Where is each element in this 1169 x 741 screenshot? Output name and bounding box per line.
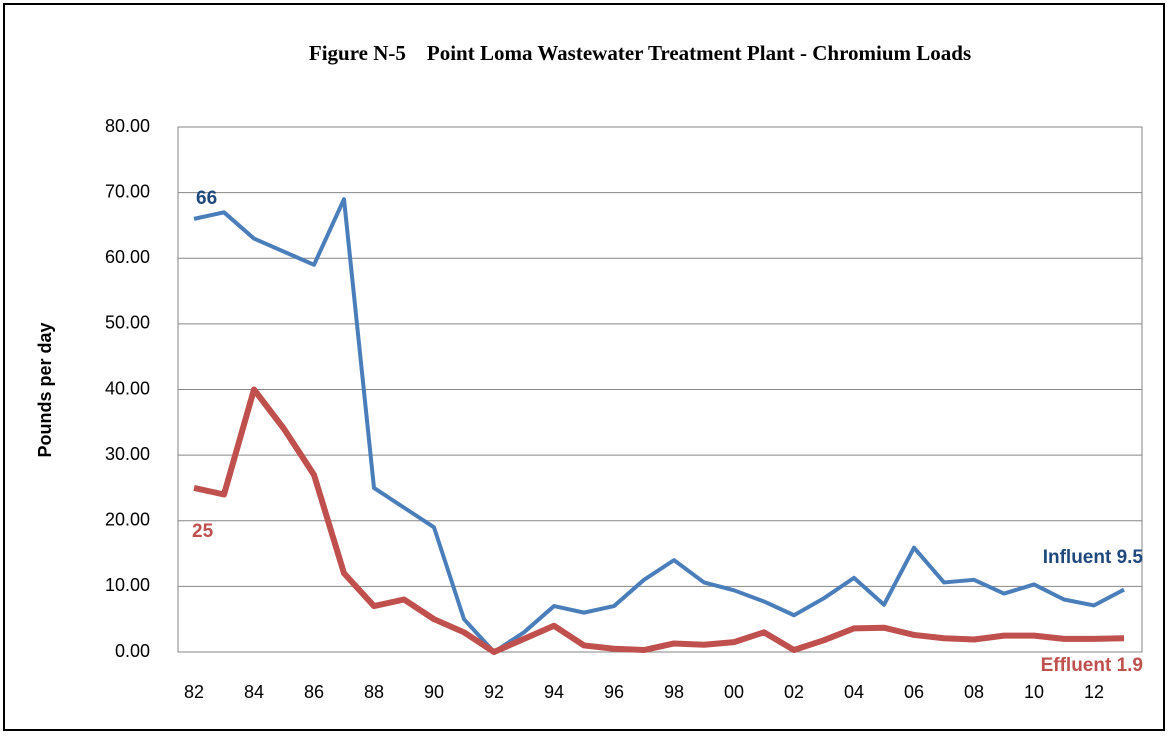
y-tick-label: 20.00 xyxy=(105,510,150,530)
x-tick-label: 94 xyxy=(544,682,564,702)
y-tick-label: 0.00 xyxy=(115,641,150,661)
annotation: 66 xyxy=(196,188,217,209)
annotation: Influent 9.5 xyxy=(1043,547,1144,568)
line-series xyxy=(193,197,1125,654)
x-tick-label: 02 xyxy=(784,682,804,702)
y-tick-label: 40.00 xyxy=(105,378,150,398)
y-axis-title: Pounds per day xyxy=(35,322,55,457)
y-tick-label: 10.00 xyxy=(105,575,150,595)
x-tick-label: 00 xyxy=(724,682,744,702)
y-tick-label: 50.00 xyxy=(105,313,150,333)
y-tick-label: 70.00 xyxy=(105,181,150,201)
x-tick-label: 12 xyxy=(1084,682,1104,702)
x-tick-label: 08 xyxy=(964,682,984,702)
x-tick-label: 90 xyxy=(424,682,444,702)
x-tick-label: 04 xyxy=(844,682,864,702)
x-tick-label: 96 xyxy=(604,682,624,702)
x-tick-label: 10 xyxy=(1024,682,1044,702)
line-series xyxy=(193,386,1125,655)
x-tick-label: 06 xyxy=(904,682,924,702)
x-tick-label: 88 xyxy=(364,682,384,702)
x-tick-label: 98 xyxy=(664,682,684,702)
plot: 0.00 10.00 20.00 30.00 40.00 50.00 60.00 70.00 8… xyxy=(105,116,1143,702)
annotation: 25 xyxy=(192,521,214,542)
y-tick-label: 30.00 xyxy=(105,444,150,464)
x-tick-label: 84 xyxy=(244,682,264,702)
y-tick-label: 60.00 xyxy=(105,247,150,267)
chart-title: Figure N-5 Point Loma Wastewater Treatme… xyxy=(309,41,971,65)
x-tick-label: 82 xyxy=(184,682,204,702)
x-tick-label: 86 xyxy=(304,682,324,702)
y-tick-label: 80.00 xyxy=(105,116,150,136)
x-tick-label: 92 xyxy=(484,682,504,702)
frame xyxy=(3,3,1165,731)
annotation: Effluent 1.9 xyxy=(1041,655,1143,676)
